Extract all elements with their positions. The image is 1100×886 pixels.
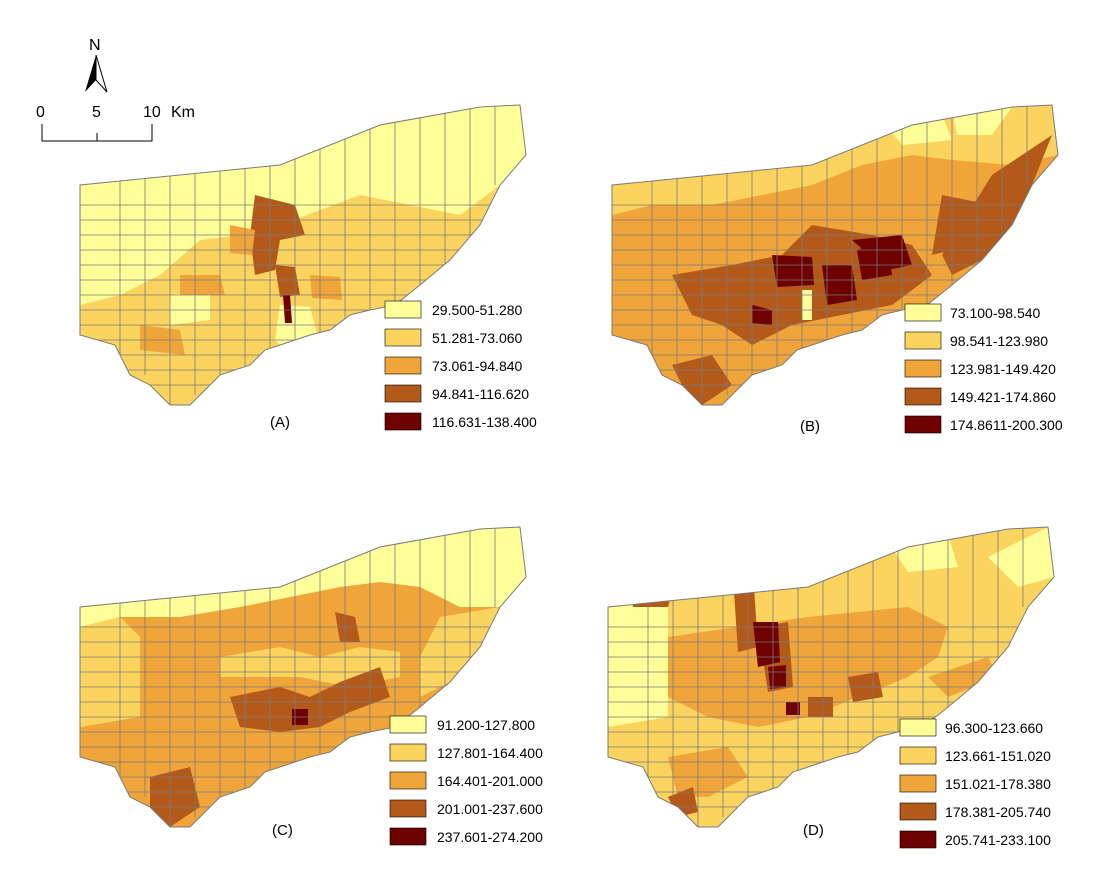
- legend-label: 51.281-73.060: [432, 330, 523, 346]
- legend-swatch: [904, 359, 942, 378]
- map-c: [79, 526, 527, 828]
- scale-tick-5: 5: [92, 104, 101, 121]
- panel-label-a: (A): [270, 414, 290, 431]
- legend-label: 174.8611-200.300: [950, 417, 1063, 433]
- legend-swatch: [899, 746, 937, 765]
- legend-d: 96.300-123.660 123.661-151.020 151.021-1…: [899, 718, 1051, 849]
- legend-swatch: [904, 387, 942, 406]
- legend-swatch: [384, 384, 422, 403]
- panel-a: 29.500-51.280 51.281-73.060 73.061-94.84…: [79, 104, 537, 431]
- legend-a: 29.500-51.280 51.281-73.060 73.061-94.84…: [384, 300, 537, 431]
- legend-swatch: [389, 827, 427, 846]
- legend-b: 73.100-98.540 98.541-123.980 123.981-149…: [904, 303, 1063, 434]
- north-arrow: N: [85, 37, 108, 93]
- legend-item: 73.061-94.840: [384, 356, 523, 375]
- legend-swatch: [389, 743, 427, 762]
- legend-swatch: [384, 300, 422, 319]
- legend-label: 237.601-274.200: [437, 829, 543, 845]
- legend-item: 91.200-127.800: [389, 715, 535, 734]
- legend-item: 237.601-274.200: [389, 827, 543, 846]
- legend-c: 91.200-127.800 127.801-164.400 164.401-2…: [389, 715, 543, 846]
- legend-swatch: [904, 303, 942, 322]
- panel-b: 73.100-98.540 98.541-123.980 123.981-149…: [611, 104, 1063, 435]
- north-arrow-icon: [85, 55, 96, 92]
- legend-item: 123.661-151.020: [899, 746, 1051, 765]
- legend-swatch: [899, 830, 937, 849]
- scale-unit: Km: [171, 104, 195, 121]
- legend-swatch: [899, 802, 937, 821]
- legend-item: 94.841-116.620: [384, 384, 529, 403]
- legend-label: 98.541-123.980: [950, 333, 1048, 349]
- legend-label: 73.100-98.540: [950, 305, 1041, 321]
- legend-item: 29.500-51.280: [384, 300, 523, 319]
- legend-swatch: [389, 799, 427, 818]
- legend-item: 123.981-149.420: [904, 359, 1056, 378]
- legend-swatch: [899, 718, 937, 737]
- north-label: N: [89, 37, 101, 54]
- legend-item: 96.300-123.660: [899, 718, 1043, 737]
- legend-item: 174.8611-200.300: [904, 415, 1063, 434]
- scale-tick-0: 0: [36, 104, 45, 121]
- legend-swatch: [389, 771, 427, 790]
- legend-item: 73.100-98.540: [904, 303, 1041, 322]
- panel-d: 96.300-123.660 123.661-151.020 151.021-1…: [607, 526, 1055, 849]
- panel-label-b: (B): [800, 418, 820, 435]
- legend-swatch: [899, 774, 937, 793]
- panel-label-d: (D): [803, 822, 824, 839]
- legend-item: 98.541-123.980: [904, 331, 1048, 350]
- legend-label: 151.021-178.380: [945, 776, 1051, 792]
- legend-swatch: [384, 328, 422, 347]
- panel-label-c: (C): [272, 822, 293, 839]
- legend-label: 116.631-138.400: [432, 414, 537, 430]
- legend-item: 164.401-201.000: [389, 771, 543, 790]
- legend-label: 123.661-151.020: [945, 748, 1051, 764]
- legend-label: 205.741-233.100: [945, 832, 1051, 848]
- legend-item: 151.021-178.380: [899, 774, 1051, 793]
- legend-item: 205.741-233.100: [899, 830, 1051, 849]
- legend-label: 178.381-205.740: [945, 804, 1051, 820]
- legend-item: 127.801-164.400: [389, 743, 543, 762]
- legend-label: 96.300-123.660: [945, 720, 1043, 736]
- map-d: [607, 526, 1055, 828]
- legend-label: 91.200-127.800: [437, 717, 535, 733]
- legend-swatch: [904, 415, 942, 434]
- legend-item: 201.001-237.600: [389, 799, 543, 818]
- legend-label: 164.401-201.000: [437, 773, 543, 789]
- legend-label: 29.500-51.280: [432, 302, 523, 318]
- legend-label: 149.421-174.860: [950, 389, 1056, 405]
- legend-label: 123.981-149.420: [950, 361, 1056, 377]
- panel-c: 91.200-127.800 127.801-164.400 164.401-2…: [79, 526, 543, 846]
- legend-swatch: [904, 331, 942, 350]
- map-a: [79, 104, 527, 406]
- legend-swatch: [389, 715, 427, 734]
- scale-tick-10: 10: [143, 104, 161, 121]
- legend-label: 127.801-164.400: [437, 745, 543, 761]
- legend-item: 116.631-138.400: [384, 412, 537, 431]
- legend-swatch: [384, 356, 422, 375]
- legend-label: 94.841-116.620: [432, 386, 529, 402]
- legend-item: 149.421-174.860: [904, 387, 1056, 406]
- legend-item: 178.381-205.740: [899, 802, 1051, 821]
- legend-label: 201.001-237.600: [437, 801, 543, 817]
- scale-bar: 0 5 10 Km: [36, 104, 195, 142]
- legend-item: 51.281-73.060: [384, 328, 523, 347]
- legend-swatch: [384, 412, 422, 431]
- legend-label: 73.061-94.840: [432, 358, 523, 374]
